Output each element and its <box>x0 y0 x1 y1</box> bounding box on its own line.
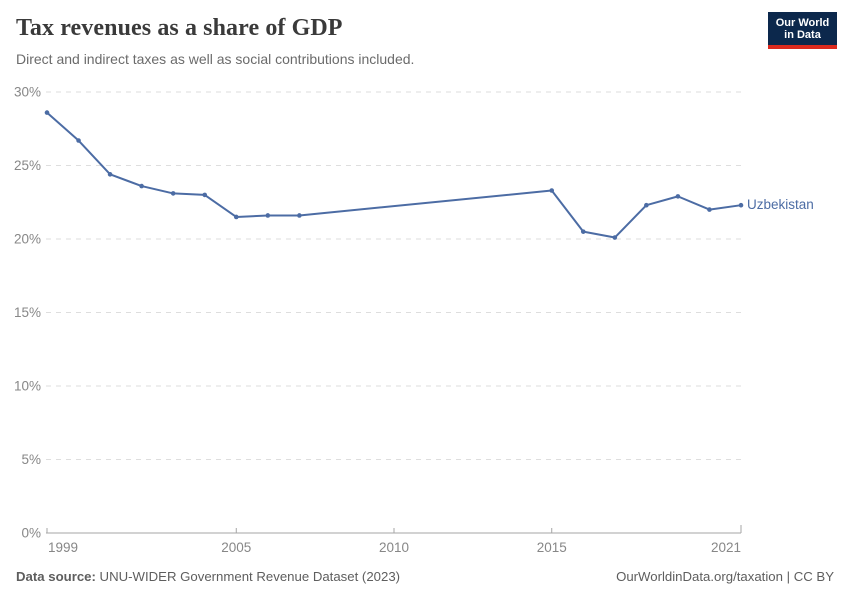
y-tick-label-15: 15% <box>14 305 41 320</box>
footer-source: Data source: UNU-WIDER Government Revenu… <box>16 569 400 584</box>
data-point-2002 <box>139 183 144 189</box>
owid-logo-line2: in Data <box>784 28 821 41</box>
footer-credit-link[interactable]: OurWorldinData.org/taxation | CC BY <box>616 569 834 584</box>
data-point-2007 <box>297 213 302 218</box>
y-tick-label-30: 30% <box>14 85 41 100</box>
chart-footer: Data source: UNU-WIDER Government Revenu… <box>16 569 834 584</box>
data-point-2004 <box>202 192 208 198</box>
data-point-2003 <box>170 191 176 196</box>
chart-subtitle: Direct and indirect taxes as well as soc… <box>16 51 415 67</box>
data-point-2018 <box>644 202 649 208</box>
owid-logo-line1: Our World <box>775 16 830 29</box>
owid-logo-box: Our World in Data <box>768 12 837 45</box>
data-point-2016 <box>580 229 586 234</box>
owid-logo-redbar <box>768 45 837 49</box>
y-tick-label-0: 0% <box>21 526 41 541</box>
data-point-2021 <box>738 202 744 208</box>
data-point-2015 <box>549 188 555 193</box>
data-point-2006 <box>265 213 271 218</box>
series-label-uzbekistan: Uzbekistan <box>747 197 814 213</box>
y-tick-label-5: 5% <box>21 452 41 467</box>
data-point-2000 <box>76 138 81 143</box>
data-point-2001 <box>107 172 113 177</box>
data-point-1999 <box>44 110 50 115</box>
data-point-2005 <box>233 214 239 220</box>
data-point-2020 <box>707 207 712 212</box>
data-point-2017 <box>612 235 618 240</box>
y-tick-label-20: 20% <box>14 232 41 247</box>
x-tick-label-2010: 2010 <box>379 540 409 555</box>
x-tick-label-1999: 1999 <box>48 540 78 555</box>
y-tick-label-25: 25% <box>14 158 41 173</box>
footer-source-label: Data source: <box>16 569 96 584</box>
x-tick-label-2005: 2005 <box>221 540 251 555</box>
series-line-uzbekistan <box>46 111 742 239</box>
chart-title: Tax revenues as a share of GDP <box>16 15 343 41</box>
owid-logo[interactable]: Our World in Data <box>768 12 837 49</box>
y-tick-label-10: 10% <box>14 379 41 394</box>
footer-source-text: UNU-WIDER Government Revenue Dataset (20… <box>95 569 401 584</box>
data-point-2019 <box>675 194 681 199</box>
x-tick-label-2021: 2021 <box>711 540 741 555</box>
x-tick-label-2015: 2015 <box>537 540 567 555</box>
